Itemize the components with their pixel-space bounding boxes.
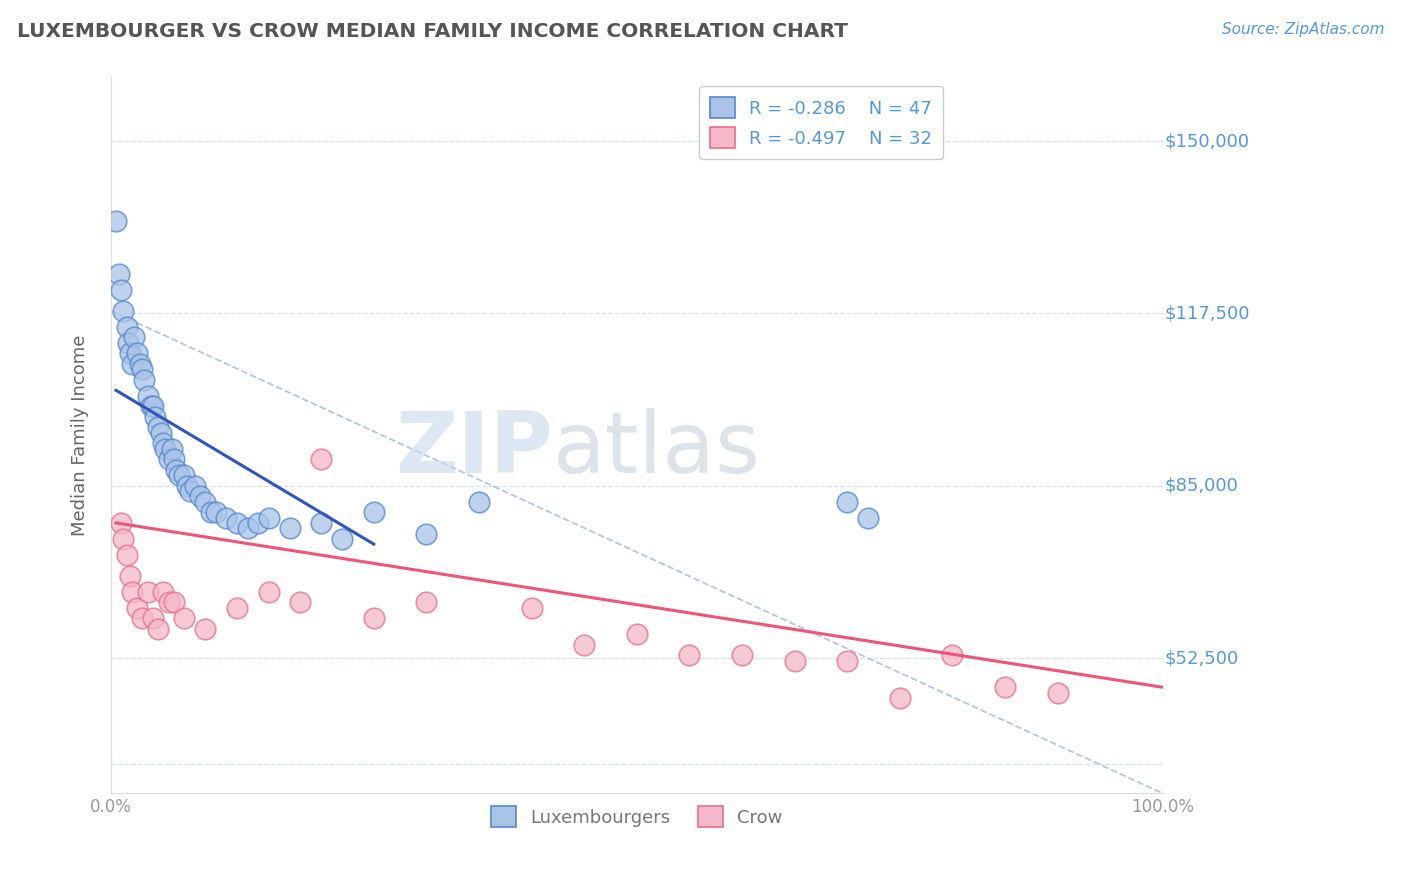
Point <box>118 569 141 583</box>
Point <box>520 600 543 615</box>
Text: Source: ZipAtlas.com: Source: ZipAtlas.com <box>1222 22 1385 37</box>
Point <box>150 425 173 440</box>
Point <box>941 648 963 663</box>
Point <box>110 516 132 530</box>
Point <box>112 532 135 546</box>
Point <box>160 442 183 456</box>
Point <box>856 510 879 524</box>
Point <box>152 436 174 450</box>
Text: atlas: atlas <box>553 409 761 491</box>
Point <box>889 690 911 705</box>
Point <box>125 600 148 615</box>
Point <box>105 213 128 227</box>
Point <box>468 494 491 508</box>
Point <box>194 494 217 508</box>
Point <box>118 346 141 360</box>
Point <box>188 489 211 503</box>
Point <box>176 479 198 493</box>
Point <box>163 452 186 467</box>
Point <box>363 611 385 625</box>
Point <box>226 600 249 615</box>
Legend: Luxembourgers, Crow: Luxembourgers, Crow <box>484 799 790 834</box>
Point <box>173 468 195 483</box>
Point <box>173 611 195 625</box>
Point <box>117 335 139 350</box>
Text: $150,000: $150,000 <box>1164 132 1250 150</box>
Point <box>678 648 700 663</box>
Point <box>115 319 138 334</box>
Point <box>136 389 159 403</box>
Point <box>194 622 217 636</box>
Text: $85,000: $85,000 <box>1164 476 1239 495</box>
Point <box>129 357 152 371</box>
Point <box>110 283 132 297</box>
Text: ZIP: ZIP <box>395 409 553 491</box>
Y-axis label: Median Family Income: Median Family Income <box>72 334 89 536</box>
Point <box>146 622 169 636</box>
Point <box>121 357 143 371</box>
Point <box>165 463 187 477</box>
Point <box>134 373 156 387</box>
Point <box>205 505 228 519</box>
Point <box>247 516 270 530</box>
Point <box>572 638 595 652</box>
Point <box>108 267 131 281</box>
Point <box>330 532 353 546</box>
Point <box>157 595 180 609</box>
Point <box>131 611 153 625</box>
Point <box>278 521 301 535</box>
Point <box>157 452 180 467</box>
Point <box>363 505 385 519</box>
Point <box>309 452 332 467</box>
Text: $117,500: $117,500 <box>1164 304 1250 322</box>
Point <box>226 516 249 530</box>
Point <box>236 521 259 535</box>
Point <box>184 479 207 493</box>
Point <box>146 420 169 434</box>
Point <box>136 584 159 599</box>
Text: $52,500: $52,500 <box>1164 649 1239 667</box>
Point <box>152 584 174 599</box>
Point <box>122 330 145 344</box>
Point <box>837 494 859 508</box>
Point <box>125 346 148 360</box>
Point <box>994 681 1017 695</box>
Point <box>112 303 135 318</box>
Point <box>731 648 754 663</box>
Point <box>415 595 437 609</box>
Point <box>415 526 437 541</box>
Point <box>167 468 190 483</box>
Point <box>288 595 311 609</box>
Point <box>139 399 162 413</box>
Point <box>215 510 238 524</box>
Point <box>626 627 648 641</box>
Point <box>783 654 806 668</box>
Point <box>121 584 143 599</box>
Point <box>200 505 222 519</box>
Point <box>115 548 138 562</box>
Point <box>1046 685 1069 699</box>
Point <box>142 611 165 625</box>
Point <box>143 409 166 424</box>
Point <box>131 362 153 376</box>
Point <box>837 654 859 668</box>
Point <box>155 442 177 456</box>
Text: LUXEMBOURGER VS CROW MEDIAN FAMILY INCOME CORRELATION CHART: LUXEMBOURGER VS CROW MEDIAN FAMILY INCOM… <box>17 22 848 41</box>
Point <box>142 399 165 413</box>
Point <box>179 484 201 499</box>
Point <box>309 516 332 530</box>
Point <box>163 595 186 609</box>
Point <box>257 584 280 599</box>
Point <box>257 510 280 524</box>
